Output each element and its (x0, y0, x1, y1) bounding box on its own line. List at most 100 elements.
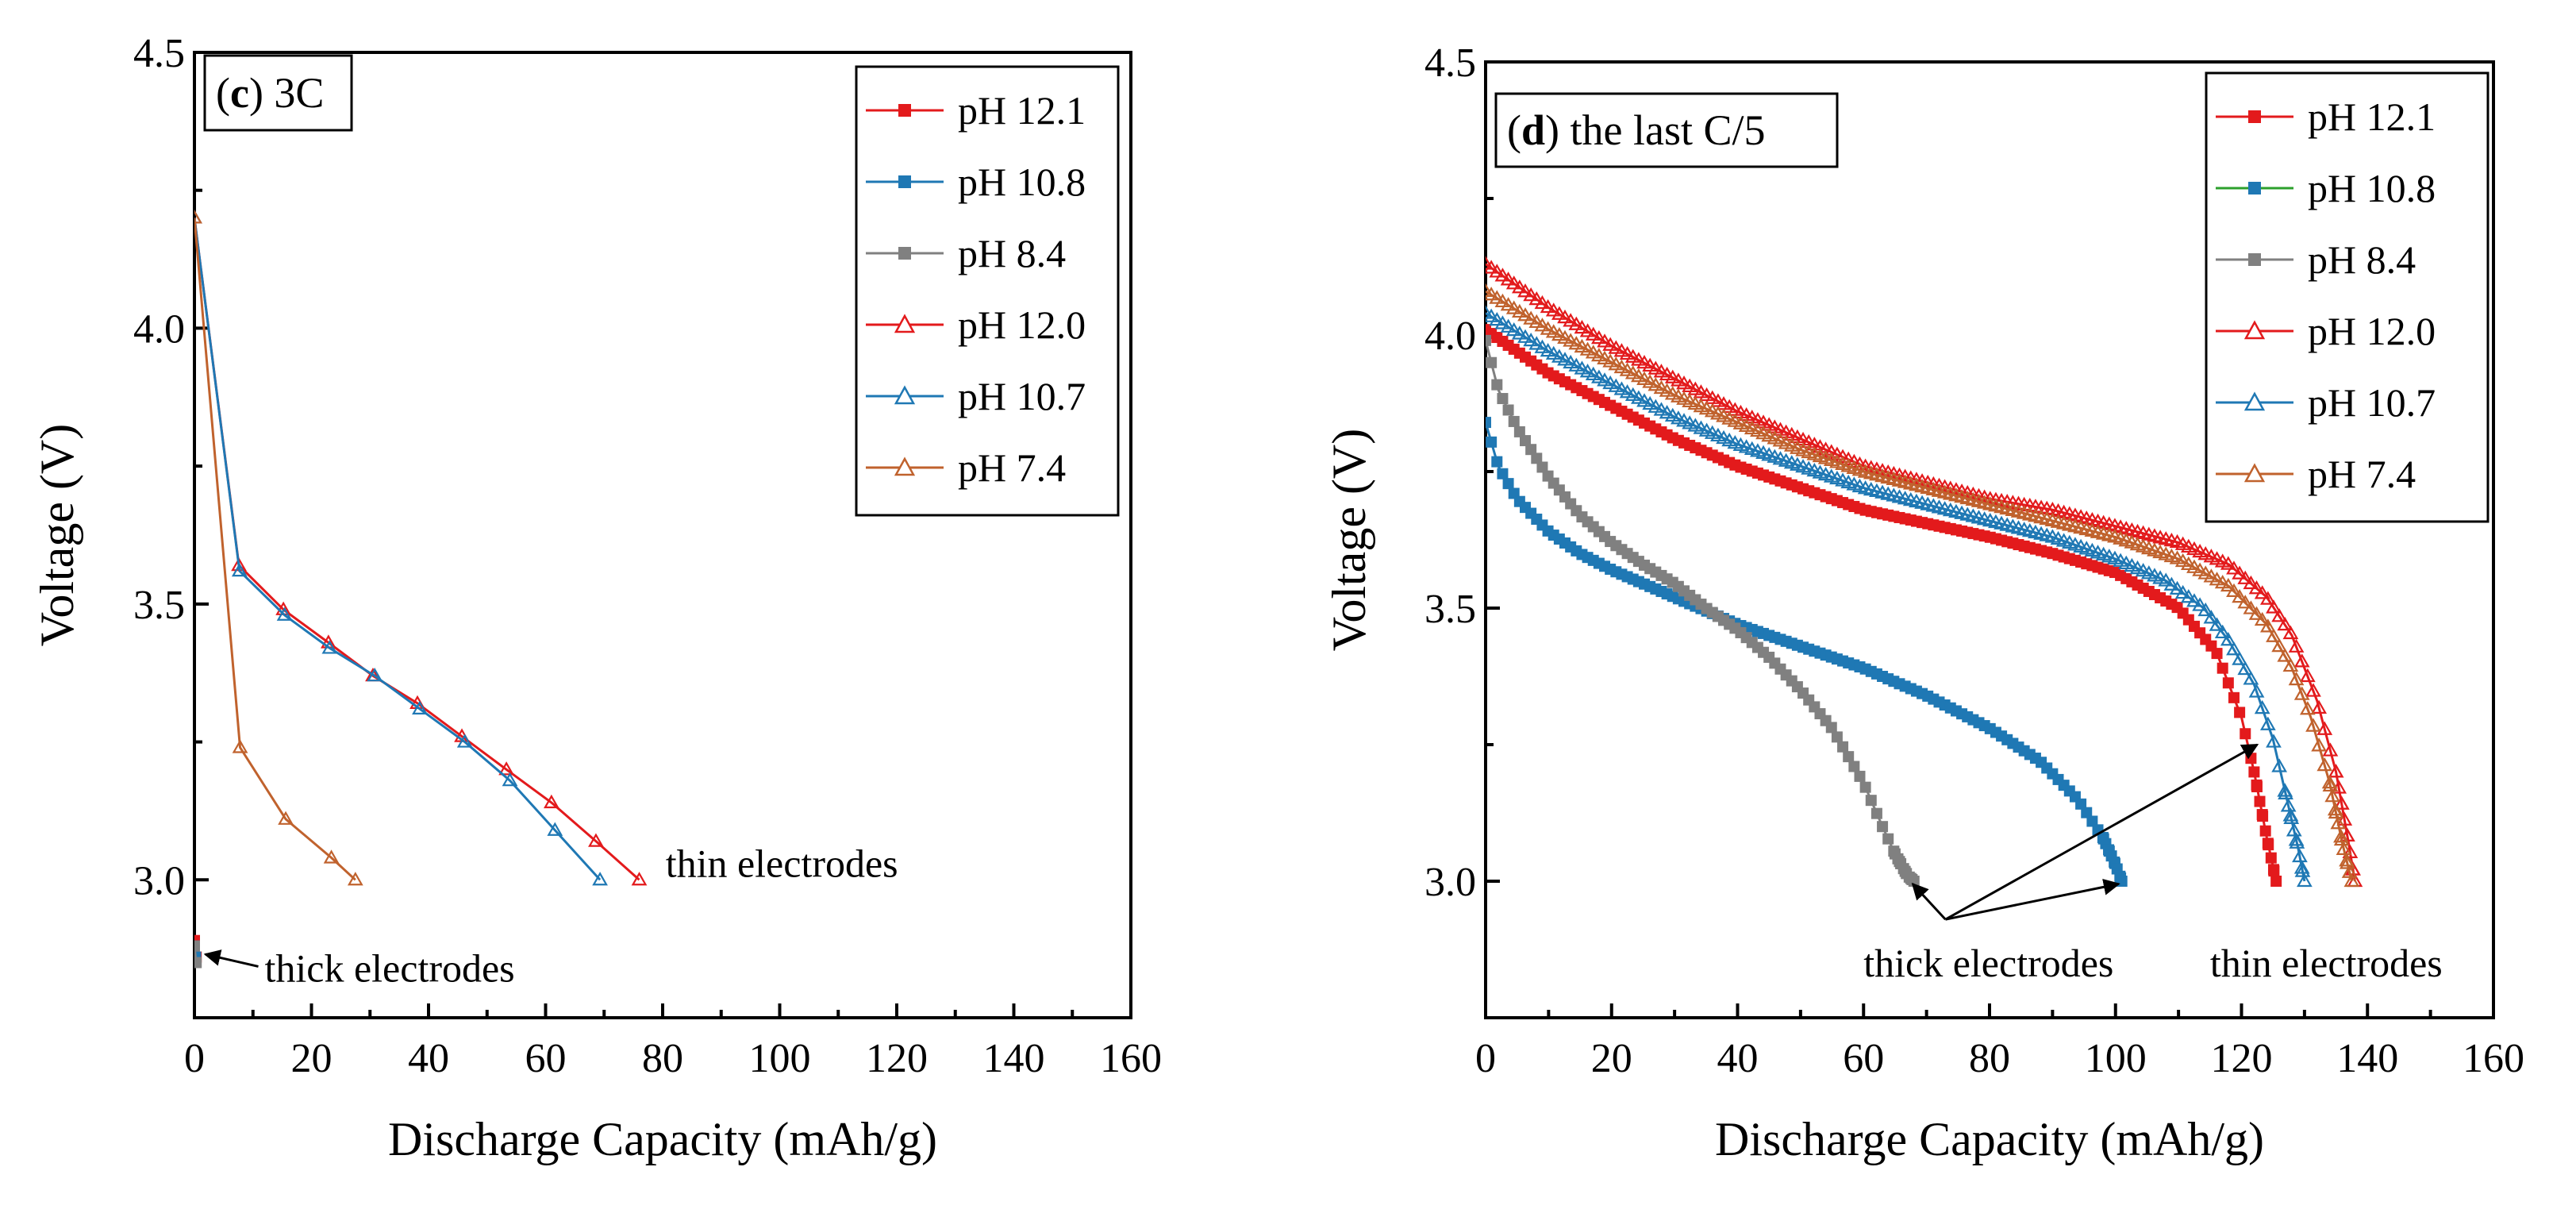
data-point (2237, 570, 2254, 584)
data-point (1500, 297, 1517, 311)
data-point (2203, 568, 2220, 583)
data-point (2343, 872, 2360, 888)
data-point (1486, 256, 1494, 270)
data-point (2328, 764, 2344, 778)
data-point (2232, 651, 2247, 665)
data-point (1534, 318, 1551, 332)
data-point (1877, 821, 1889, 833)
data-point (1882, 833, 1894, 845)
data-point (2226, 583, 2242, 597)
data-point (2259, 591, 2276, 605)
legend-marker (894, 456, 916, 476)
x-tick-label: 40 (408, 1036, 449, 1081)
data-point (2259, 825, 2271, 837)
data-point (1494, 268, 1511, 282)
data-point (2328, 804, 2344, 819)
data-point (1568, 336, 1585, 350)
data-point (2342, 844, 2359, 858)
data-point (1676, 375, 1692, 390)
panel-label-caption: ) 3C (249, 69, 325, 117)
annotation-arrow (1944, 743, 2259, 921)
data-point (1653, 379, 1670, 395)
x-tick-label: 60 (525, 1036, 567, 1081)
data-point (1664, 369, 1681, 383)
data-point (2209, 617, 2225, 631)
data-point (2192, 597, 2208, 611)
data-point (1591, 347, 1607, 362)
data-point (1671, 372, 1686, 387)
data-point (2265, 852, 2277, 864)
panel-label-text: (d) the last C/5 (1507, 106, 1766, 154)
data-point (1591, 329, 1607, 345)
x-tick-label: 60 (1843, 1036, 1884, 1081)
data-point (1557, 352, 1573, 366)
data-point (2254, 611, 2270, 626)
data-point (1505, 275, 1522, 290)
data-point (1642, 357, 1659, 372)
x-tick-label: 80 (642, 1036, 683, 1081)
legend-label: pH 12.1 (2308, 94, 2436, 139)
data-point (2226, 641, 2242, 656)
legend-marker (898, 175, 911, 188)
x-tick-label: 100 (749, 1036, 811, 1081)
data-point (2259, 716, 2276, 730)
data-point (1486, 283, 1494, 298)
legend-marker (2243, 391, 2266, 411)
annotation-thin-electrodes: thin electrodes (2210, 941, 2443, 985)
panel-label-box (203, 54, 353, 132)
legend-item: pH 8.4 (866, 231, 1066, 275)
data-point (1502, 478, 1514, 490)
data-point (2211, 648, 2223, 660)
series-pH-7-4 (194, 210, 363, 886)
y-axis-title: Voltage (V) (31, 424, 83, 647)
legend-item: pH 12.1 (866, 88, 1086, 133)
x-tick-label: 40 (1717, 1036, 1759, 1081)
annotation-thick-electrodes: thick electrodes (265, 945, 515, 990)
data-point (2214, 624, 2231, 639)
data-point (1551, 349, 1567, 363)
x-tick-label: 0 (1475, 1036, 1496, 1081)
panel-label: (c) 3C (203, 54, 353, 132)
annotation-thick-electrodes: thick electrodes (1863, 941, 2113, 985)
x-tick-label: 120 (2211, 1036, 2273, 1081)
x-tick-label: 100 (2085, 1036, 2147, 1081)
data-point (1540, 342, 1556, 357)
data-point (1698, 387, 1715, 402)
data-point (1613, 359, 1630, 374)
data-point (2282, 657, 2299, 672)
x-tick-label: 20 (291, 1036, 333, 1081)
legend-label: pH 8.4 (2308, 237, 2416, 282)
data-point (2248, 684, 2265, 698)
data-point (2311, 738, 2328, 752)
x-tick-label: 120 (866, 1036, 928, 1081)
data-point (194, 940, 200, 952)
panel-d-chart: 0 20 40 60 80 100 120 140 160 3.0 3.5 4.0 4.5 Dischar… (1323, 40, 2524, 1165)
data-point (1491, 379, 1503, 391)
data-point (2293, 686, 2310, 700)
annotation-thin-electrodes: thin electrodes (666, 841, 898, 885)
data-point (323, 849, 340, 864)
data-point (2336, 811, 2353, 826)
data-point (1659, 366, 1675, 381)
data-point (2289, 834, 2305, 849)
data-point (1494, 315, 1511, 329)
data-point (2222, 677, 2234, 689)
data-point (1500, 318, 1517, 333)
data-point (1579, 364, 1596, 378)
data-point (2266, 734, 2282, 748)
data-point (2254, 585, 2270, 599)
data-point (2271, 758, 2287, 772)
data-point (2299, 668, 2316, 683)
data-point (1536, 461, 1548, 473)
data-point (1608, 340, 1624, 354)
data-point (1545, 302, 1562, 317)
data-point (276, 607, 293, 621)
data-point (1619, 362, 1636, 376)
legend: pH 12.1 pH 10.8 pH 8.4 pH 12.0 pH 10.7 pH 7.4 (2205, 71, 2489, 523)
panel-label-paren: ( (216, 69, 230, 117)
y-axis-title: Voltage (V) (1323, 429, 1375, 652)
y-tick-label: 4.0 (133, 306, 185, 352)
data-point (2251, 780, 2263, 792)
data-point (1568, 357, 1585, 372)
data-point (1486, 287, 1500, 301)
